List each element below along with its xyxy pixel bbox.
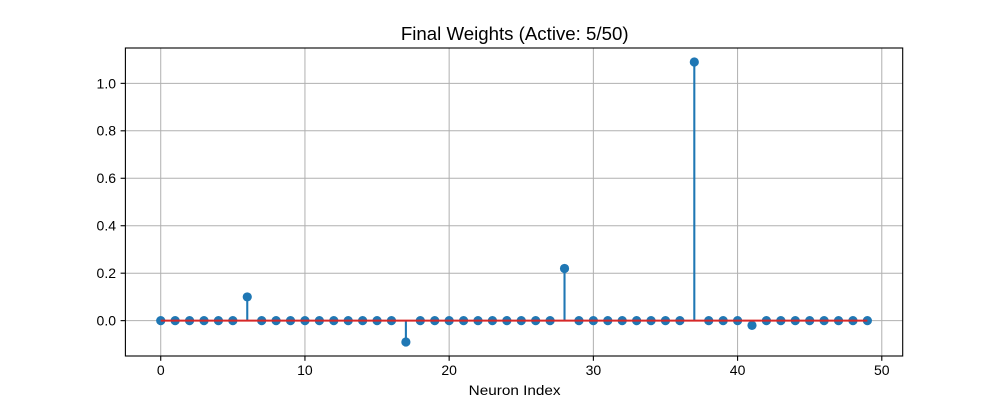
svg-text:0.4: 0.4 <box>97 218 117 234</box>
svg-text:20: 20 <box>441 362 457 378</box>
svg-text:10: 10 <box>297 362 313 378</box>
svg-text:30: 30 <box>586 362 602 378</box>
svg-text:Neuron Index: Neuron Index <box>469 382 561 398</box>
svg-text:40: 40 <box>730 362 746 378</box>
svg-text:0.8: 0.8 <box>97 123 117 139</box>
svg-text:0.0: 0.0 <box>97 313 117 329</box>
svg-text:50: 50 <box>874 362 890 378</box>
svg-text:0.6: 0.6 <box>97 170 117 186</box>
svg-text:1.0: 1.0 <box>97 75 117 91</box>
svg-text:0: 0 <box>157 362 165 378</box>
svg-text:Final Weights (Active: 5/50): Final Weights (Active: 5/50) <box>401 24 629 44</box>
svg-text:0.2: 0.2 <box>97 265 117 281</box>
